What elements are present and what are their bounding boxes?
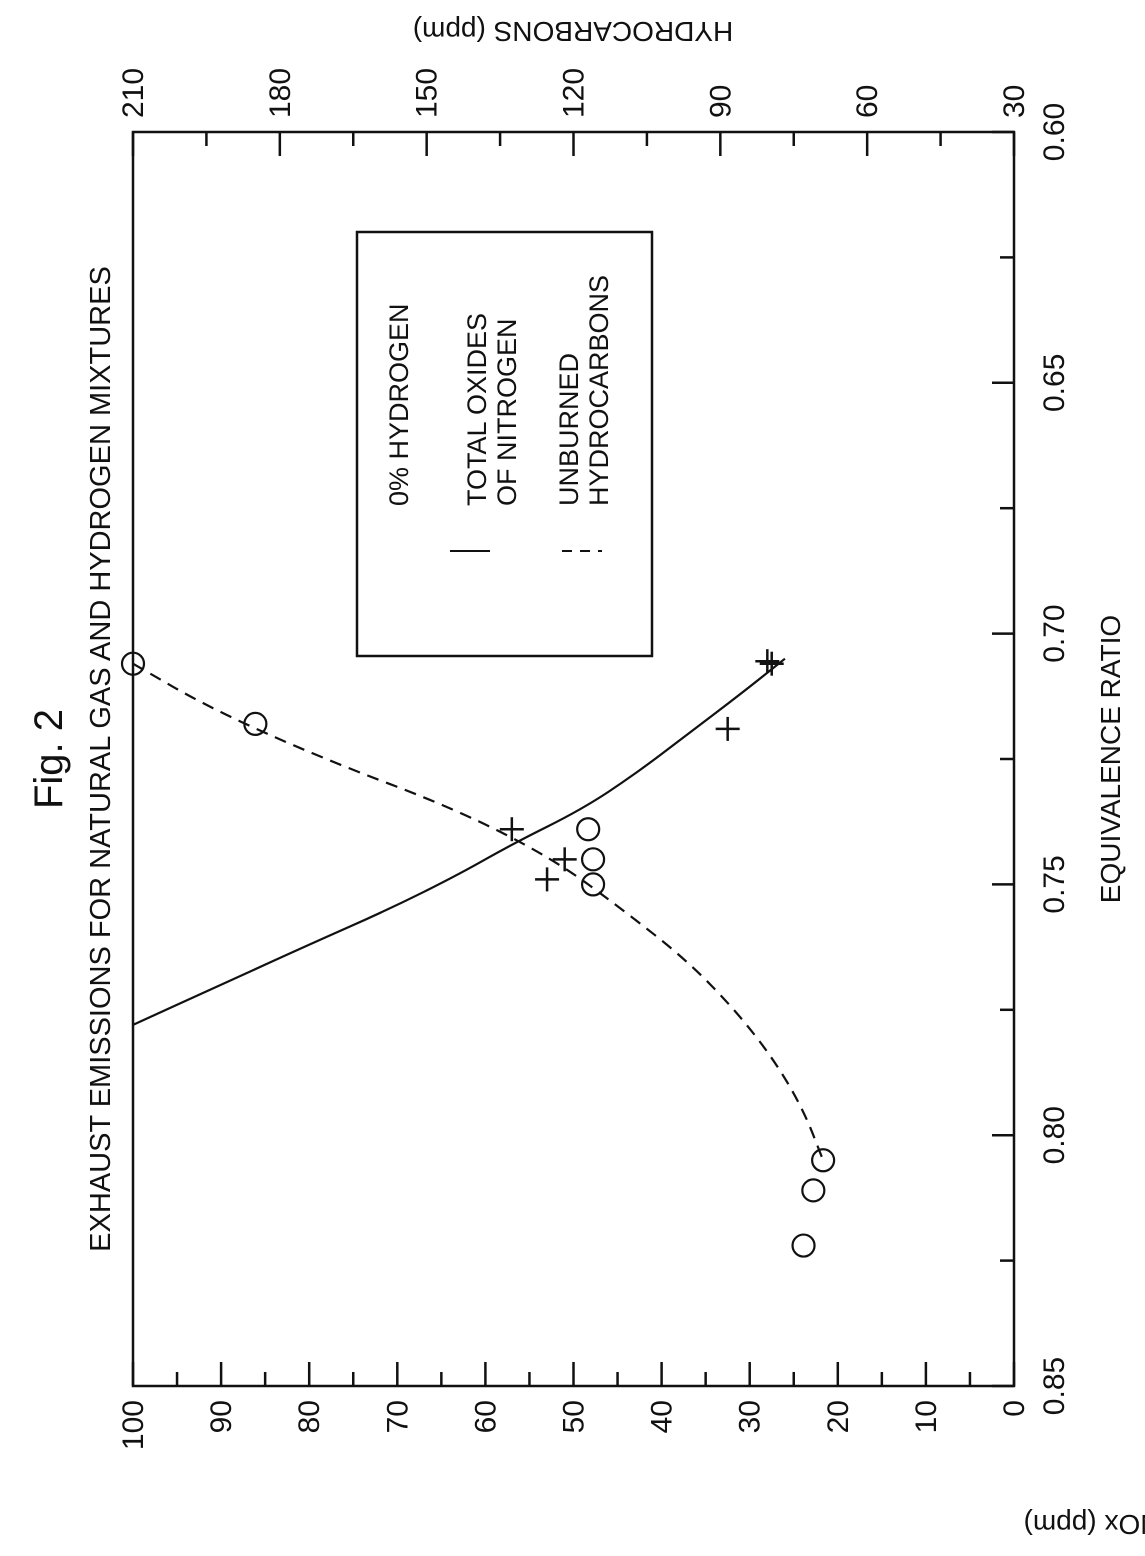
- y-left-tick-label: 90: [205, 1400, 238, 1433]
- x-tick-label: 0.80: [1038, 1106, 1071, 1164]
- y-right-tick-label: 30: [998, 85, 1031, 118]
- y-left-tick-label: 30: [734, 1400, 767, 1433]
- y-left-tick-label: 70: [381, 1400, 414, 1433]
- hydrocarbons-data-point: [580, 872, 606, 897]
- legend: 0% HYDROGEN TOTAL OXIDES OF NITROGEN UNB…: [355, 230, 654, 658]
- chart-title: EXHAUST EMISSIONS FOR NATURAL GAS AND HY…: [85, 266, 117, 1252]
- y-left-axis-label: NOx (ppm): [1024, 1509, 1145, 1540]
- hydrocarbons-data-point: [801, 1178, 826, 1203]
- legend-box: [355, 230, 654, 658]
- y-left-tick-label: 100: [117, 1400, 150, 1450]
- legend-title: 0% HYDROGEN: [384, 303, 414, 506]
- x-tick-label: 0.85: [1038, 1357, 1071, 1415]
- legend-entry-nox-line1: TOTAL OXIDES: [462, 313, 492, 506]
- y-right-tick-label: 150: [411, 68, 444, 118]
- x-tick-label: 0.60: [1038, 103, 1071, 161]
- y-right-tick-label: 90: [704, 85, 737, 118]
- hydrocarbons-data-point: [120, 651, 146, 676]
- y-left-tick-label: 50: [558, 1400, 591, 1433]
- y-left-tick-label: 40: [646, 1400, 679, 1433]
- y-right-axis-label: HYDROCARBONS (ppm): [413, 16, 733, 47]
- nox-fit-line: [132, 657, 786, 1026]
- hydrocarbons-data-point: [580, 847, 606, 872]
- legend-entry-hc-line1: UNBURNED: [554, 353, 584, 506]
- x-axis-label: EQUIVALENCE RATIO: [1095, 615, 1126, 903]
- y-left-tick-label: 10: [910, 1400, 943, 1433]
- y-left-tick-label: 20: [822, 1400, 855, 1433]
- hydrocarbons-data-point: [576, 817, 601, 842]
- legend-entry-hc-line2: HYDROCARBONS: [584, 275, 614, 506]
- y-left-tick-label: 60: [469, 1400, 502, 1433]
- x-tick-label: 0.70: [1038, 604, 1071, 662]
- y-left-tick-label: 80: [293, 1400, 326, 1433]
- figure-label: Fig. 2: [27, 709, 71, 809]
- hydrocarbons-data-point: [791, 1233, 816, 1258]
- nox-data-point: [552, 847, 577, 872]
- hydrocarbons-data-point: [243, 711, 268, 736]
- nox-data-point: [715, 716, 740, 741]
- y-right-tick-label: 210: [117, 68, 150, 118]
- x-tick-label: 0.65: [1038, 354, 1071, 412]
- nox-data-point: [535, 867, 560, 892]
- nox-data-point: [755, 649, 780, 674]
- legend-entry-nox-line2: OF NITROGEN: [492, 319, 522, 507]
- y-left-tick-label: 0: [998, 1400, 1031, 1417]
- x-tick-label: 0.75: [1038, 855, 1071, 913]
- nox-data-point: [499, 817, 524, 842]
- y-right-tick-label: 120: [558, 68, 591, 118]
- hydrocarbons-fit-line: [132, 662, 825, 1161]
- hydrocarbons-data-point: [811, 1148, 836, 1173]
- y-right-tick-label: 180: [264, 68, 297, 118]
- y-right-tick-label: 60: [851, 85, 884, 118]
- nox-data-point: [759, 651, 784, 676]
